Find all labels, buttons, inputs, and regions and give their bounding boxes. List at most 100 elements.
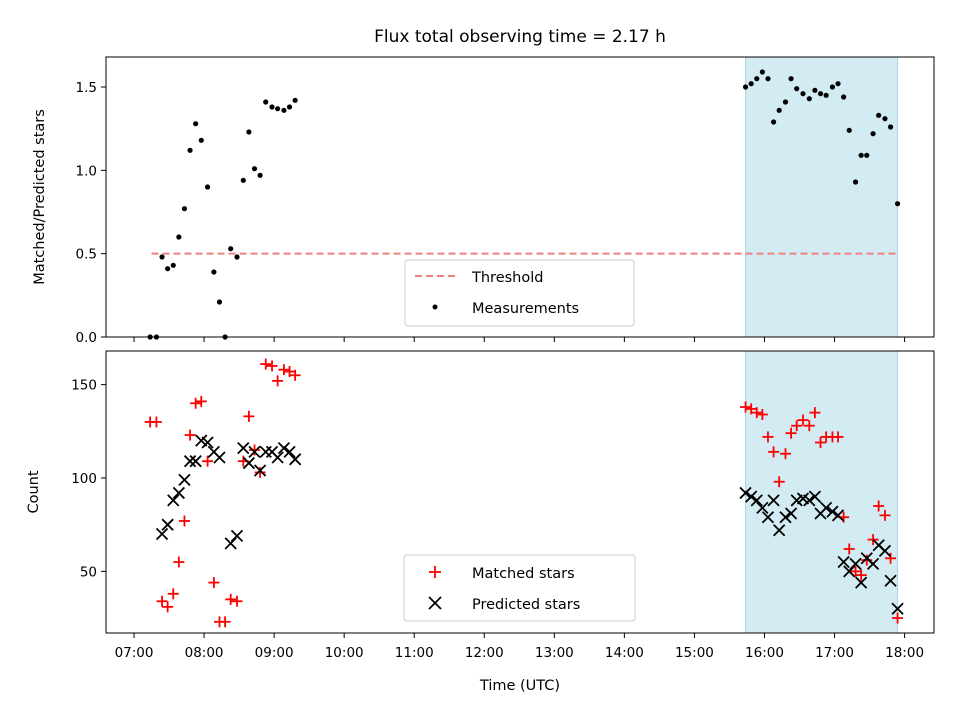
bottom-legend: Matched stars Predicted stars (403, 554, 636, 622)
matched-star-point (815, 437, 827, 449)
top-ytick-label: 0.0 (76, 330, 97, 346)
legend-predicted-swatch (428, 596, 442, 610)
measurement-point (776, 107, 782, 113)
bottom-legend-box (403, 554, 636, 622)
xtick-label: 11:00 (395, 645, 434, 661)
measurement-point (176, 234, 182, 240)
matched-star-point (756, 408, 768, 420)
matched-star-point (289, 369, 301, 381)
predicted-star-point (849, 557, 862, 571)
measurement-point (228, 246, 234, 252)
matched-star-point (832, 431, 844, 443)
matched-star-point (855, 569, 867, 581)
matched-star-point (803, 420, 815, 432)
legend-measurements-label: Measurements (472, 301, 579, 317)
measurement-point (181, 206, 188, 212)
measurement-point (234, 254, 240, 260)
bot-ytick-label: 150 (71, 378, 97, 394)
predicted-star-point (213, 451, 226, 464)
matched-star-point (867, 534, 879, 546)
legend-threshold-label: Threshold (471, 270, 543, 286)
predicted-star-point (837, 555, 850, 569)
predicted-star-point (756, 501, 769, 515)
bottom-series (144, 358, 904, 628)
legend-predicted-label: Predicted stars (472, 597, 580, 613)
predicted-star-point (884, 574, 897, 587)
measurement-point (812, 87, 818, 93)
measurement-point (770, 119, 777, 125)
predicted-star-point (891, 602, 904, 615)
measurement-point (806, 96, 812, 102)
predicted-star-point (183, 455, 197, 468)
matched-star-point (190, 397, 202, 409)
xtick-label: 14:00 (605, 645, 644, 661)
predicted-star-point (745, 490, 758, 503)
matched-star-point (850, 565, 862, 577)
measurement-point (852, 179, 859, 185)
measurement-point (846, 127, 852, 133)
measurement-point (800, 91, 806, 97)
matched-star-point (740, 401, 752, 413)
measurement-point (187, 147, 193, 153)
matched-star-point (773, 476, 785, 488)
xtick-label: 08:00 (185, 645, 224, 661)
measurement-point (211, 269, 217, 275)
matched-star-point (178, 515, 190, 527)
legend-measurements-swatch (432, 304, 438, 310)
matched-star-point (162, 601, 174, 613)
predicted-star-point (277, 441, 291, 455)
measurement-point (286, 104, 293, 110)
predicted-star-point (803, 494, 816, 507)
bottom-axes-frame (105, 350, 935, 634)
predicted-star-point (271, 451, 284, 464)
measurement-point (204, 184, 211, 190)
predicted-star-point (283, 445, 296, 458)
measurement-point (292, 97, 298, 103)
bottom-y-axis-label: Count (26, 470, 42, 513)
predicted-star-point (866, 557, 880, 571)
matched-star-point (791, 420, 803, 432)
measurement-point (870, 131, 876, 137)
matched-star-point (809, 407, 821, 419)
predicted-star-point (237, 441, 250, 455)
matched-star-point (843, 543, 855, 555)
predicted-star-point (155, 527, 169, 541)
bot-ytick-label: 100 (71, 471, 97, 487)
measurement-point (754, 76, 760, 82)
measurement-point (216, 299, 223, 305)
measurement-point (251, 166, 258, 172)
measurement-point (817, 91, 824, 97)
matched-star-point (745, 403, 757, 415)
predicted-star-point (779, 511, 792, 524)
predicted-star-point (784, 507, 798, 520)
bottom-highlight-span (745, 350, 899, 634)
top-series (147, 69, 901, 340)
measurement-point (246, 129, 252, 135)
top-ytick-label: 0.5 (76, 247, 97, 263)
measurement-point (823, 92, 829, 98)
predicted-star-point (831, 509, 845, 522)
x-axis-label: Time (UTC) (479, 678, 560, 694)
measurement-point (263, 99, 269, 105)
matched-star-point (231, 595, 243, 607)
xtick-label: 07:00 (115, 645, 154, 661)
matched-star-point (173, 556, 185, 568)
matched-star-point (167, 588, 179, 600)
predicted-star-point (178, 473, 191, 486)
predicted-star-point (253, 464, 267, 477)
measurement-point (748, 81, 754, 87)
matched-star-point (892, 612, 904, 624)
predicted-star-point (750, 494, 763, 507)
matched-star-point (873, 500, 885, 512)
matched-star-point (879, 509, 891, 521)
top-ytick-label: 1.0 (76, 163, 97, 179)
measurement-point (240, 177, 246, 183)
measurement-point (765, 76, 771, 82)
xtick-label: 12:00 (465, 645, 504, 661)
matched-star-point (779, 448, 791, 460)
predicted-star-point (878, 544, 892, 557)
measurement-point (794, 86, 800, 92)
xtick-label: 17:00 (815, 645, 854, 661)
measurement-point (894, 201, 901, 207)
top-legend-box (404, 259, 635, 327)
